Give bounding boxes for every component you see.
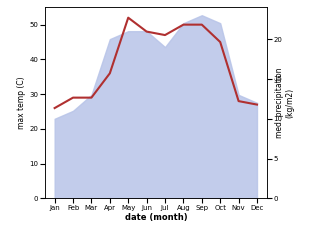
- Y-axis label: med. precipitation
(kg/m2): med. precipitation (kg/m2): [275, 68, 295, 138]
- X-axis label: date (month): date (month): [125, 213, 187, 222]
- Y-axis label: max temp (C): max temp (C): [17, 76, 26, 129]
